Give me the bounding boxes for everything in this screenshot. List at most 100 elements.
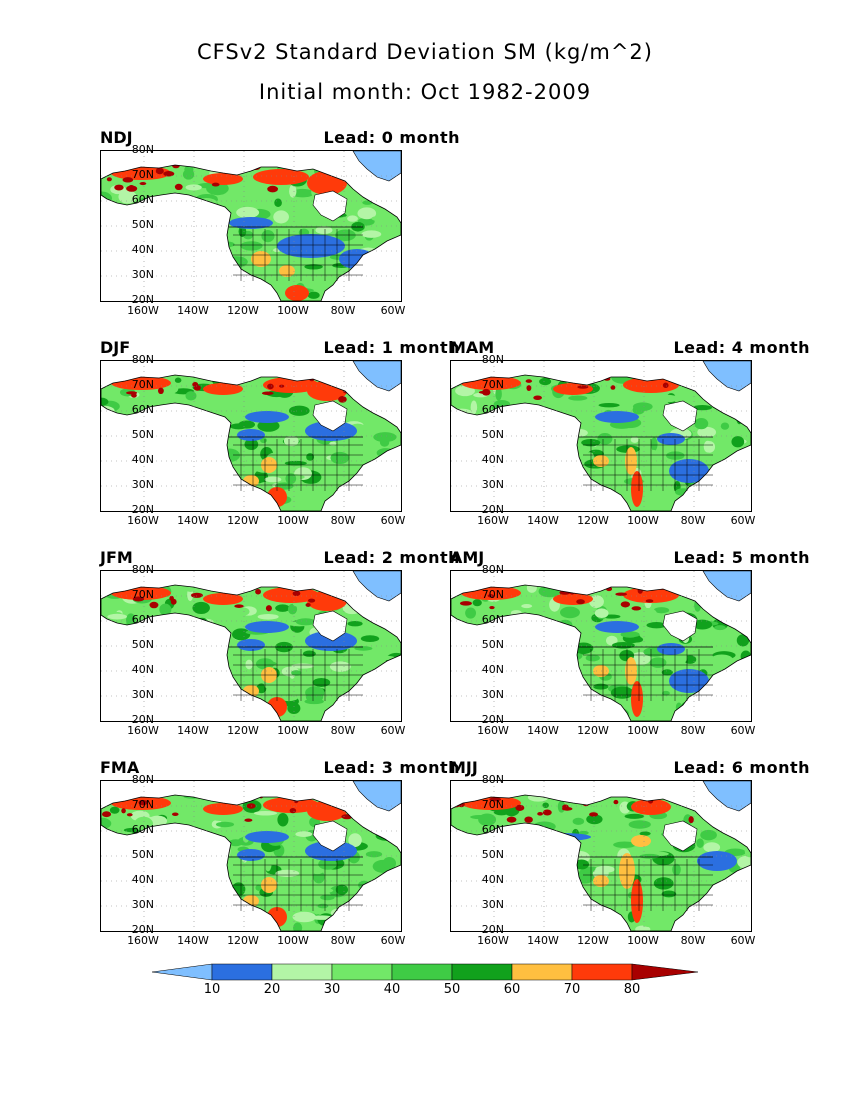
latitude-tick-label: 50N <box>131 638 154 651</box>
colorbar-tick-label: 80 <box>623 982 641 997</box>
soil-moisture-map <box>101 781 401 931</box>
longitude-tick-label: 120W <box>577 514 609 527</box>
lead-label: Lead: 1 month <box>323 338 460 357</box>
season-label: FMA <box>100 758 140 777</box>
colorbar-bin <box>391 963 453 981</box>
map-frame <box>450 570 752 722</box>
map-frame <box>100 780 402 932</box>
soil-moisture-map <box>451 361 751 511</box>
latitude-tick-label: 20N <box>481 713 504 726</box>
page-subtitle: Initial month: Oct 1982-2009 <box>258 80 592 104</box>
longitude-tick-label: 100W <box>277 934 309 947</box>
colorbar-tick-label: 70 <box>563 982 581 997</box>
latitude-tick-label: 70N <box>481 588 504 601</box>
lead-label: Lead: 6 month <box>673 758 810 777</box>
latitude-tick-label: 50N <box>131 848 154 861</box>
latitude-tick-label: 60N <box>481 823 504 836</box>
longitude-tick-label: 100W <box>277 304 309 317</box>
latitude-tick-label: 60N <box>131 193 154 206</box>
season-label: MAM <box>450 338 495 357</box>
latitude-tick-label: 80N <box>131 353 154 366</box>
colorbar-bin <box>511 963 573 981</box>
longitude-tick-label: 160W <box>127 934 159 947</box>
soil-moisture-map <box>451 571 751 721</box>
latitude-tick-label: 50N <box>481 428 504 441</box>
map-frame <box>450 780 752 932</box>
latitude-tick-label: 30N <box>131 268 154 281</box>
latitude-tick-label: 50N <box>131 428 154 441</box>
latitude-tick-label: 30N <box>481 688 504 701</box>
latitude-tick-label: 80N <box>481 563 504 576</box>
longitude-tick-label: 80W <box>330 304 356 317</box>
longitude-tick-label: 100W <box>277 514 309 527</box>
colorbar-tick-label: 60 <box>503 982 521 997</box>
map-frame <box>450 360 752 512</box>
latitude-tick-label: 50N <box>131 218 154 231</box>
map-panel-mam: MAM Lead: 4 month 80N 70N 60N 50N 40N 30N 20N 1… <box>450 338 810 560</box>
map-panel-amj: AMJ Lead: 5 month 80N 70N 60N 50N 40N 30N 20N 1… <box>450 548 810 770</box>
map-panel-jfm: JFM Lead: 2 month 80N 70N 60N 50N 40N 30N 20N 1… <box>100 548 460 770</box>
longitude-tick-label: 100W <box>627 934 659 947</box>
map-frame <box>100 570 402 722</box>
map-frame <box>100 150 402 302</box>
season-label: DJF <box>100 338 131 357</box>
latitude-tick-label: 40N <box>131 663 154 676</box>
longitude-tick-label: 140W <box>177 724 209 737</box>
longitude-tick-label: 80W <box>680 724 706 737</box>
lead-label: Lead: 0 month <box>323 128 460 147</box>
soil-moisture-map <box>101 571 401 721</box>
soil-moisture-map <box>451 781 751 931</box>
soil-moisture-map <box>101 361 401 511</box>
longitude-tick-label: 160W <box>127 724 159 737</box>
longitude-tick-label: 120W <box>577 724 609 737</box>
longitude-tick-label: 80W <box>680 934 706 947</box>
colorbar-bin <box>331 963 393 981</box>
lead-label: Lead: 3 month <box>323 758 460 777</box>
longitude-tick-label: 100W <box>277 724 309 737</box>
season-label: MJJ <box>450 758 478 777</box>
longitude-tick-label: 80W <box>330 724 356 737</box>
colorbar-bin <box>271 963 333 981</box>
longitude-tick-label: 60W <box>730 724 756 737</box>
longitude-tick-label: 60W <box>730 514 756 527</box>
longitude-tick-label: 80W <box>330 934 356 947</box>
page-title: CFSv2 Standard Deviation SM (kg/m^2) <box>197 40 653 64</box>
latitude-tick-label: 30N <box>481 898 504 911</box>
latitude-tick-label: 70N <box>131 588 154 601</box>
latitude-tick-label: 20N <box>131 713 154 726</box>
colorbar-bin <box>451 963 513 981</box>
longitude-tick-label: 80W <box>680 514 706 527</box>
longitude-tick-label: 120W <box>227 304 259 317</box>
latitude-tick-label: 80N <box>481 773 504 786</box>
map-frame <box>100 360 402 512</box>
colorbar-bin <box>211 963 273 981</box>
longitude-tick-label: 160W <box>127 514 159 527</box>
latitude-tick-label: 50N <box>481 638 504 651</box>
season-label: JFM <box>100 548 133 567</box>
latitude-tick-label: 20N <box>481 503 504 516</box>
longitude-tick-label: 120W <box>227 514 259 527</box>
longitude-tick-label: 140W <box>177 934 209 947</box>
longitude-tick-label: 160W <box>477 724 509 737</box>
colorbar-tick-label: 30 <box>323 982 341 997</box>
latitude-tick-label: 80N <box>131 143 154 156</box>
latitude-tick-label: 40N <box>131 243 154 256</box>
colorbar-tick-label: 40 <box>383 982 401 997</box>
latitude-tick-label: 80N <box>131 563 154 576</box>
longitude-tick-label: 160W <box>477 514 509 527</box>
season-label: AMJ <box>450 548 485 567</box>
longitude-tick-label: 100W <box>627 514 659 527</box>
longitude-tick-label: 60W <box>380 304 406 317</box>
latitude-tick-label: 20N <box>481 923 504 936</box>
longitude-tick-label: 160W <box>127 304 159 317</box>
colorbar-legend: 10 20 30 40 50 60 70 80 <box>150 962 700 1002</box>
longitude-tick-label: 140W <box>527 514 559 527</box>
latitude-tick-label: 40N <box>481 873 504 886</box>
colorbar-lower-arrow <box>151 963 213 981</box>
map-panel-ndj: NDJ Lead: 0 month 80N 70N 60N 50N 40N 30N 20N 1… <box>100 128 460 350</box>
latitude-tick-label: 70N <box>131 798 154 811</box>
map-panel-mjj: MJJ Lead: 6 month 80N 70N 60N 50N 40N 30N 20N 1… <box>450 758 810 980</box>
latitude-tick-label: 40N <box>481 663 504 676</box>
latitude-tick-label: 30N <box>481 478 504 491</box>
longitude-tick-label: 120W <box>227 724 259 737</box>
